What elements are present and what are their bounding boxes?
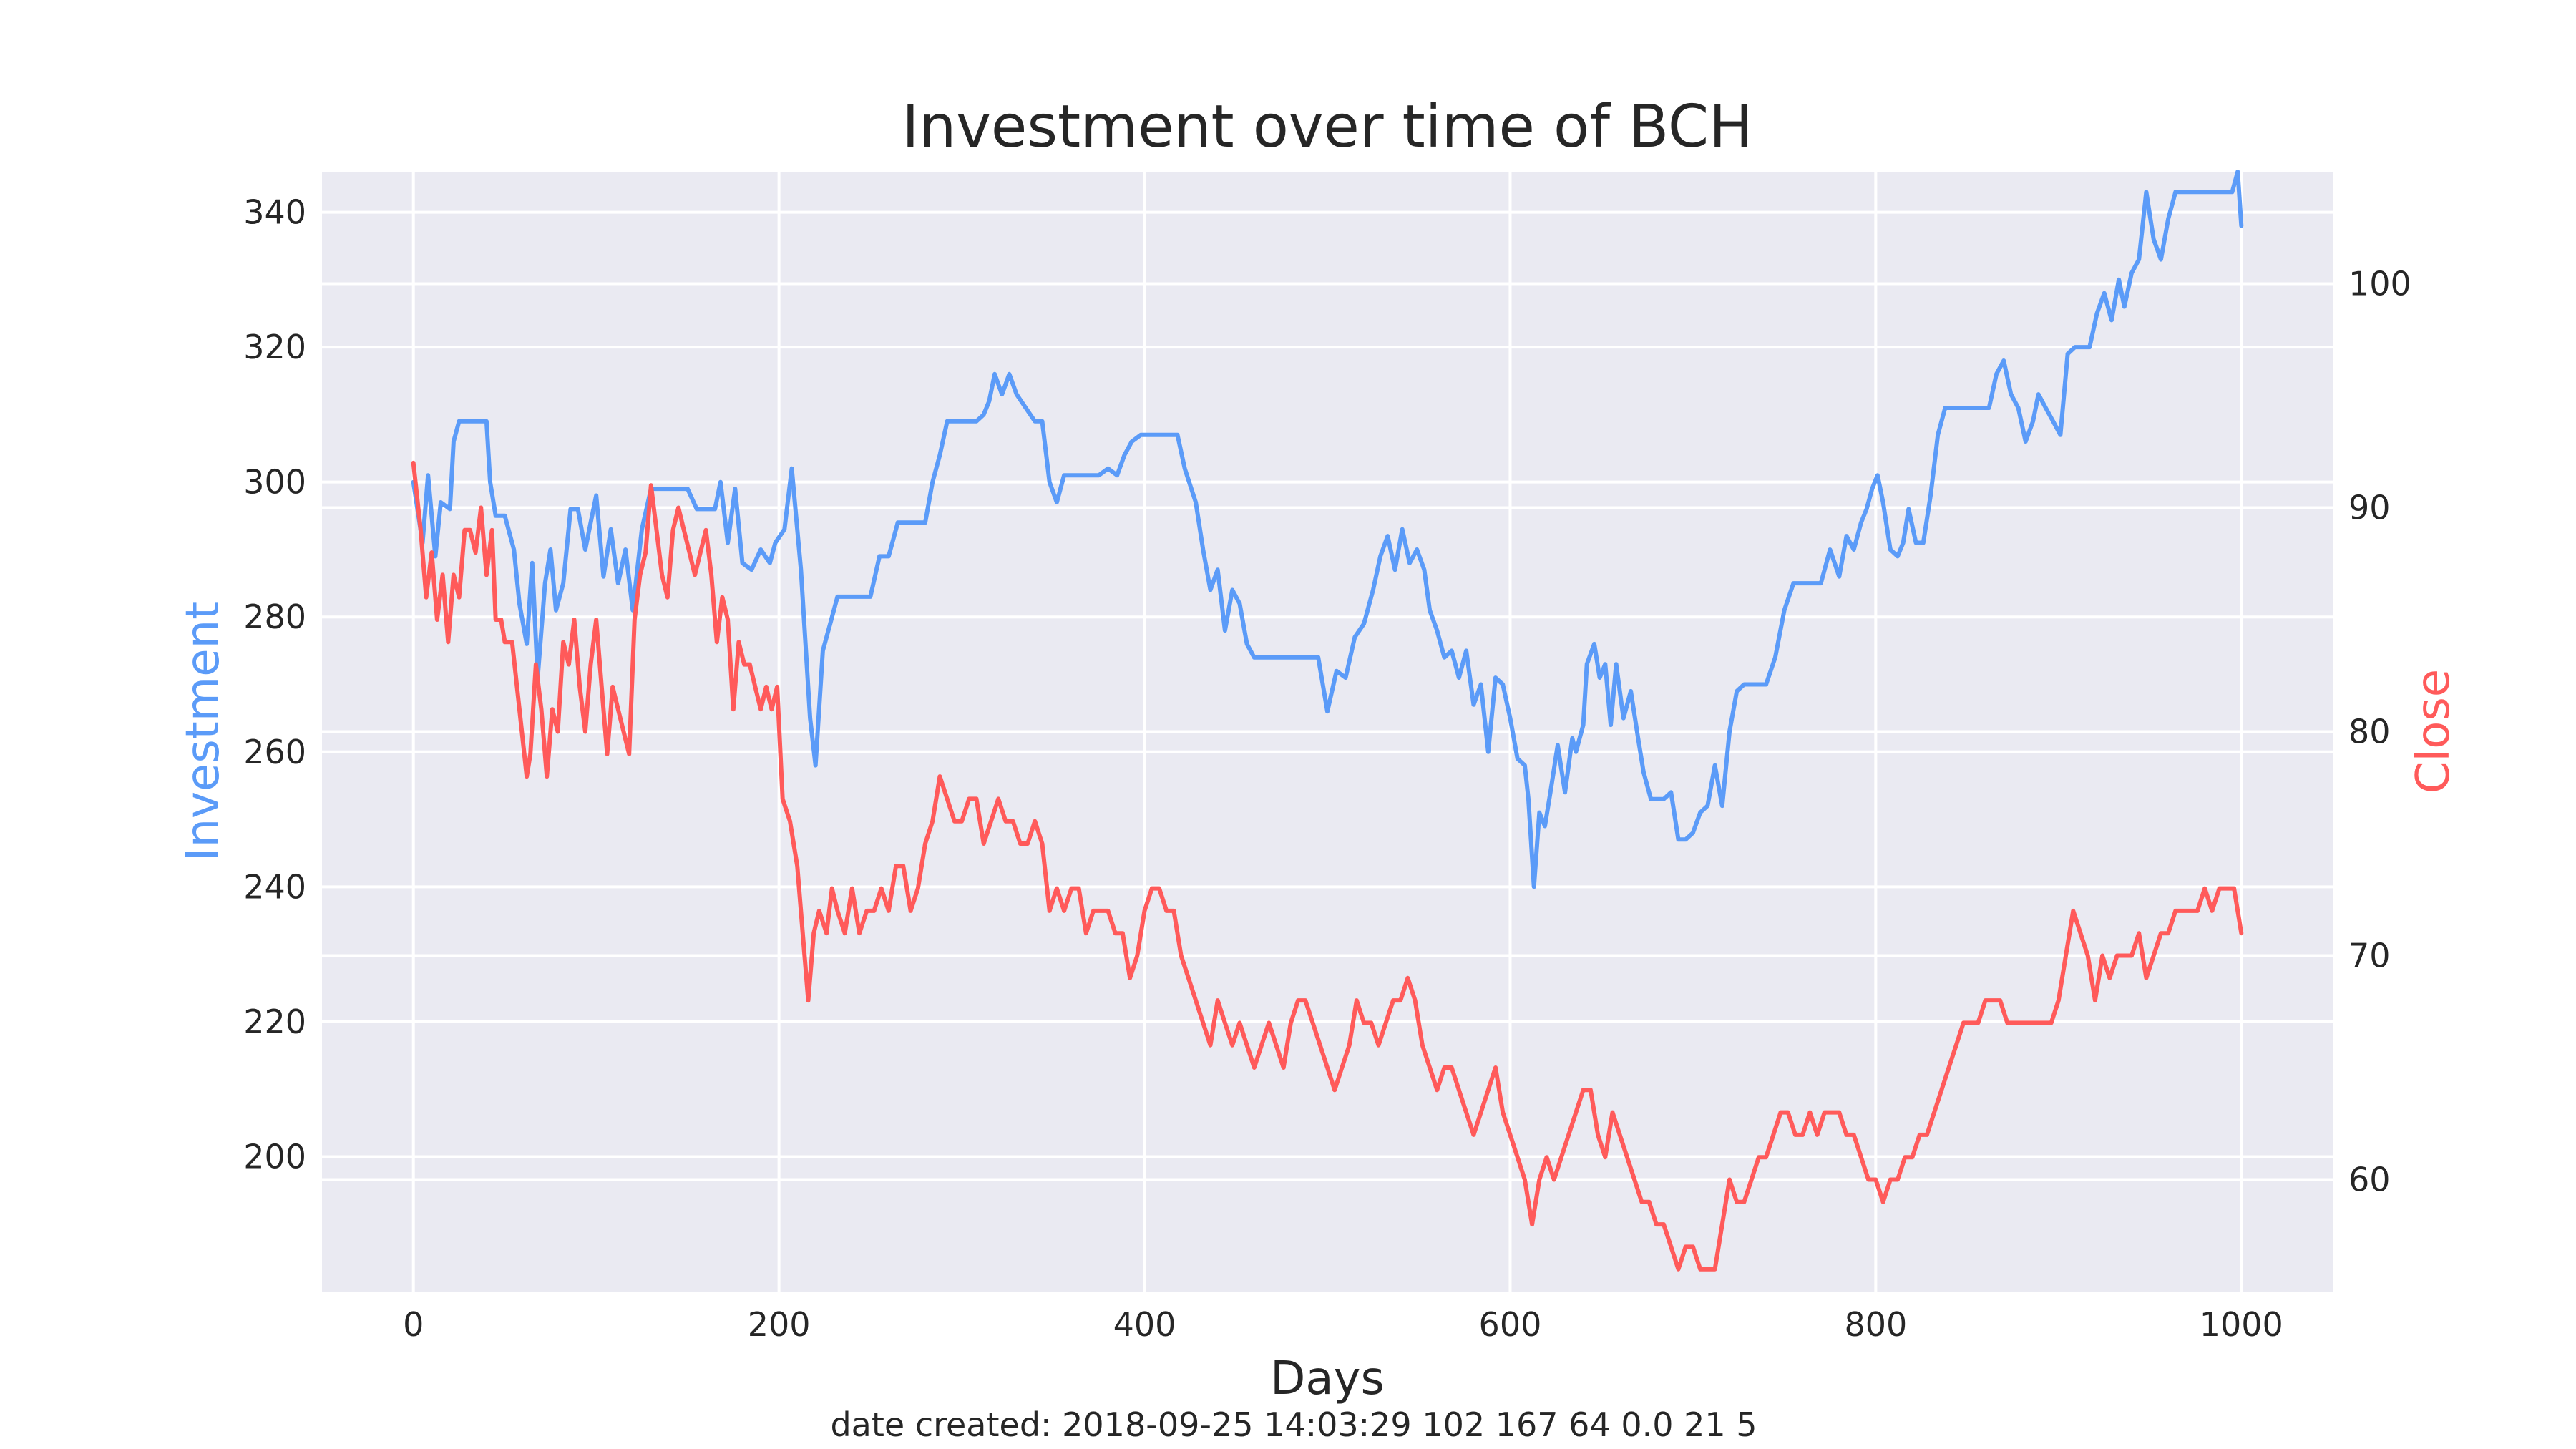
y-tick-label-left: 300 bbox=[243, 463, 306, 502]
x-tick-labels: 0 200 400 600 800 1000 bbox=[403, 1305, 2283, 1344]
footer-caption: date created: 2018-09-25 14:03:29 102 16… bbox=[830, 1405, 1757, 1444]
y-tick-label-right: 100 bbox=[2348, 265, 2411, 303]
x-tick-label: 400 bbox=[1113, 1305, 1176, 1344]
x-axis-title: Days bbox=[1270, 1352, 1385, 1405]
y-tick-label-left: 220 bbox=[243, 1002, 306, 1041]
y-tick-label-left: 200 bbox=[243, 1137, 306, 1176]
x-tick-label: 600 bbox=[1479, 1305, 1542, 1344]
y-axis-title-left: Investment bbox=[177, 602, 230, 862]
y-tick-label-right: 80 bbox=[2348, 713, 2391, 751]
grid-left bbox=[322, 210, 2333, 1158]
chart-title: Investment over time of BCH bbox=[902, 93, 1753, 161]
series-line-close bbox=[411, 460, 2244, 1272]
series-layer bbox=[411, 170, 2244, 1272]
x-tick-label: 0 bbox=[403, 1305, 424, 1344]
x-tick-label: 1000 bbox=[2200, 1305, 2283, 1344]
y-tick-label-left: 340 bbox=[243, 193, 306, 232]
grid-right bbox=[322, 282, 2333, 1181]
y-axis-title-right: Close bbox=[2407, 669, 2460, 794]
grid-x bbox=[411, 172, 2243, 1292]
y-tick-label-left: 240 bbox=[243, 867, 306, 906]
y-tick-label-left: 320 bbox=[243, 328, 306, 366]
x-tick-label: 800 bbox=[1844, 1305, 1907, 1344]
x-tick-label: 200 bbox=[748, 1305, 811, 1344]
y-tick-label-left: 280 bbox=[243, 597, 306, 636]
y-tick-label-left: 260 bbox=[243, 733, 306, 771]
y-tick-label-right: 70 bbox=[2348, 937, 2391, 975]
y-tick-labels-left: 200 220 240 260 280 300 320 340 bbox=[243, 193, 306, 1176]
y-tick-labels-right: 60 70 80 90 100 bbox=[2348, 265, 2411, 1199]
y-tick-label-right: 90 bbox=[2348, 489, 2391, 527]
y-tick-label-right: 60 bbox=[2348, 1161, 2391, 1199]
series-line-investment bbox=[411, 170, 2244, 889]
